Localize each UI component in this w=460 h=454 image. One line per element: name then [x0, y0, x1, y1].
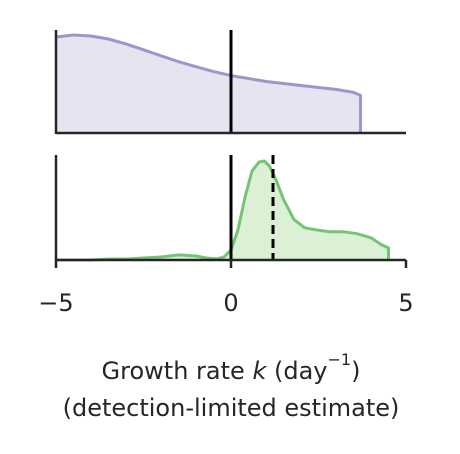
x-tick-label: 5 — [398, 289, 413, 317]
x-axis-label-superscript: −1 — [327, 350, 351, 369]
x-axis-ticks: −5 0 5 — [38, 260, 414, 317]
panel-2 — [54, 155, 406, 262]
x-tick-label: −5 — [38, 289, 73, 317]
x-axis-label: Growth rate k (day−1) — [102, 350, 361, 385]
density-area-fill — [56, 35, 361, 133]
x-axis-label-line2: (detection-limited estimate) — [63, 394, 400, 422]
density-curve — [56, 159, 390, 262]
x-axis-label-variable: k — [252, 357, 267, 385]
density-area-fill — [56, 161, 389, 260]
x-axis-label-prefix: Growth rate — [102, 357, 253, 385]
x-axis-label-mid: (day — [266, 357, 327, 385]
x-axis-label-suffix: ) — [351, 357, 360, 385]
panel-1 — [54, 30, 406, 135]
panels — [54, 30, 406, 262]
x-tick-label: 0 — [223, 289, 238, 317]
density-curve — [55, 33, 362, 133]
